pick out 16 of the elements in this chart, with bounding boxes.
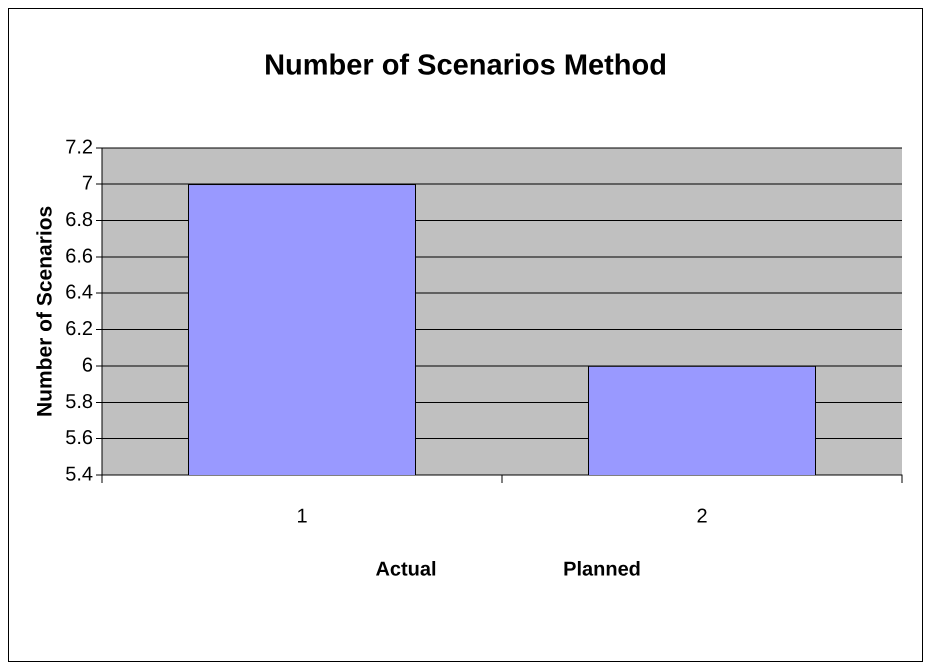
y-tick-label: 6	[82, 354, 94, 376]
y-tick-label: 6.2	[65, 318, 94, 340]
y-tick-label: 6.8	[65, 209, 94, 232]
text: Planned	[563, 558, 641, 581]
y-axis-title: Number of Scenarios	[33, 206, 56, 418]
y-tick-label: 5.6	[65, 427, 94, 450]
chart-title: Number of Scenarios Method	[264, 49, 667, 82]
x-tick-label: 1	[296, 506, 308, 528]
y-tick-label: 6.6	[65, 245, 94, 268]
y-tick-label: 7	[82, 172, 94, 195]
x-tick-label: 2	[696, 506, 708, 528]
y-tick-label: 5.8	[65, 390, 94, 413]
text: Actual	[375, 558, 437, 581]
y-tick-label: 7.2	[65, 136, 94, 158]
y-tick-label: 5.4	[65, 464, 94, 486]
y-tick-label: 6.4	[65, 282, 94, 304]
